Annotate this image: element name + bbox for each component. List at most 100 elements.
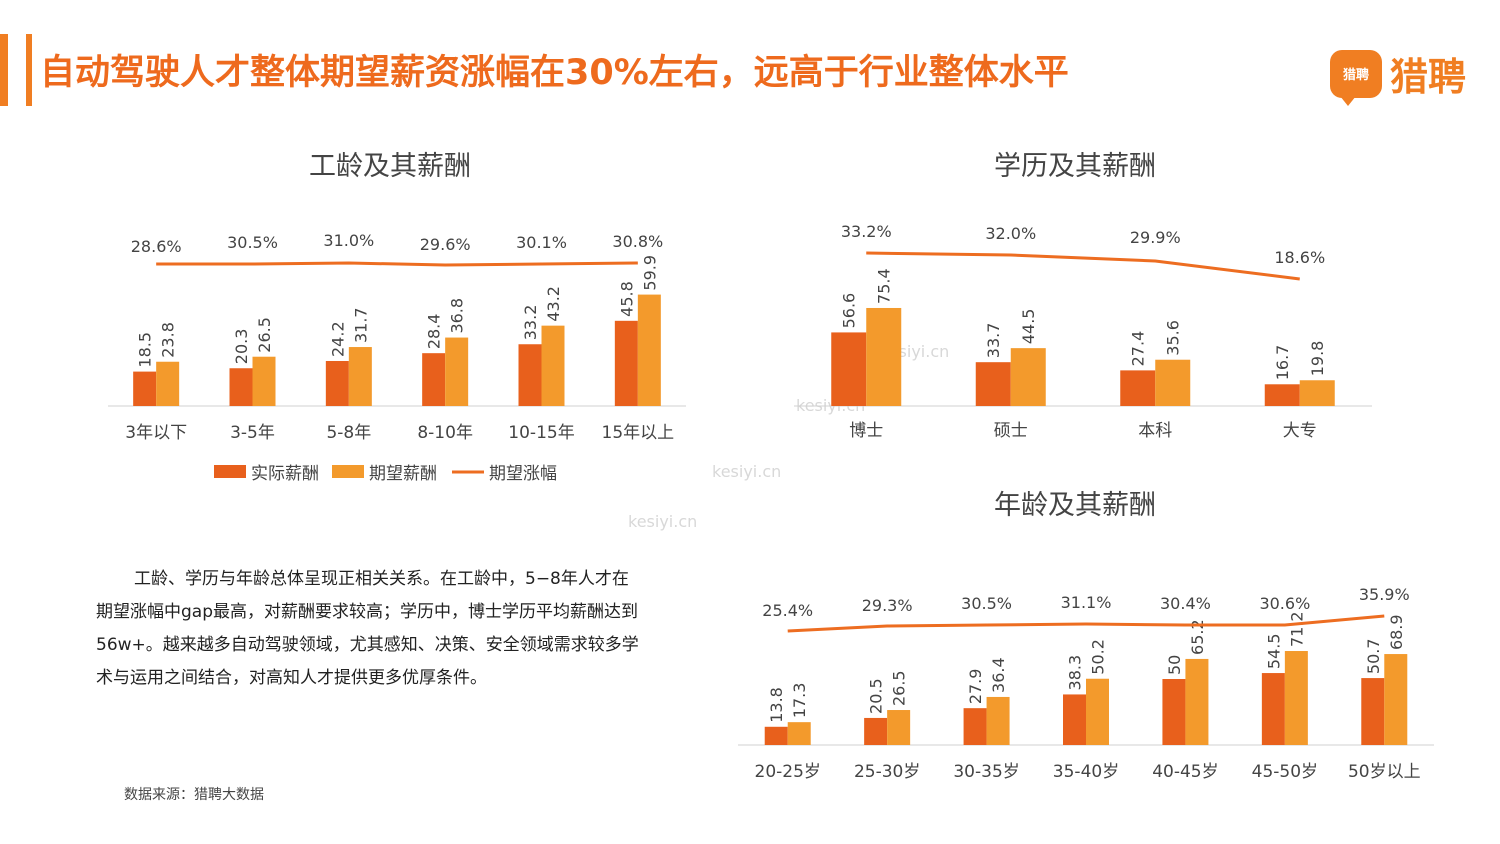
data-label: 19.8 xyxy=(1308,341,1327,377)
data-label: 33.2 xyxy=(521,305,540,341)
x-tick-label: 博士 xyxy=(849,421,883,441)
bar-expected xyxy=(866,307,902,406)
bar-expected xyxy=(637,294,661,406)
bar-actual xyxy=(864,717,888,745)
x-tick-label: 10-15年 xyxy=(508,423,574,443)
x-tick-label: 20-25岁 xyxy=(755,762,821,782)
x-tick-label: 15年以上 xyxy=(602,423,675,443)
growth-label: 30.8% xyxy=(612,232,663,251)
bar-expected xyxy=(1299,380,1335,406)
data-label: 31.7 xyxy=(351,307,370,343)
x-tick-label: 3年以下 xyxy=(125,423,187,443)
bar-actual xyxy=(1264,384,1300,406)
chart-title: 年龄及其薪酬 xyxy=(994,490,1156,521)
growth-label: 31.0% xyxy=(323,231,374,250)
data-label: 16.7 xyxy=(1273,345,1292,381)
x-tick-label: 30-35岁 xyxy=(953,762,1019,782)
bar-actual xyxy=(229,368,253,406)
logo-badge-icon: 猎聘 xyxy=(1330,49,1382,106)
title-accent-bar-secondary xyxy=(26,34,32,106)
growth-label: 25.4% xyxy=(762,601,813,620)
legend-swatch-actual xyxy=(214,465,246,478)
data-label: 44.5 xyxy=(1019,309,1038,345)
growth-line xyxy=(156,261,638,267)
data-source-note: 数据来源：猎聘大数据 xyxy=(124,787,264,803)
bar-actual xyxy=(1063,694,1086,745)
bar-actual xyxy=(1120,370,1156,406)
x-tick-label: 50岁以上 xyxy=(1348,762,1421,782)
growth-label: 33.2% xyxy=(841,222,892,241)
bar-actual xyxy=(764,726,788,745)
bar-expected xyxy=(348,347,372,406)
bar-actual xyxy=(1162,679,1186,745)
data-label: 71.2 xyxy=(1287,611,1306,647)
x-tick-label: 硕士 xyxy=(994,421,1028,441)
data-label: 20.5 xyxy=(867,678,886,714)
data-label: 65.2 xyxy=(1188,619,1207,655)
data-label: 26.5 xyxy=(890,670,909,706)
growth-label: 28.6% xyxy=(131,237,182,256)
growth-label: 30.1% xyxy=(516,233,567,252)
bar-expected xyxy=(1155,359,1191,406)
growth-label: 32.0% xyxy=(985,224,1036,243)
legend-label-actual: 实际薪酬 xyxy=(251,464,319,484)
growth-label: 30.5% xyxy=(961,594,1012,613)
watermark: kesiyi.cn xyxy=(712,462,782,481)
bar-actual xyxy=(325,360,349,406)
growth-label: 31.1% xyxy=(1061,593,1112,612)
growth-label: 29.6% xyxy=(420,235,471,254)
bar-expected xyxy=(445,337,469,406)
chart-title: 学历及其薪酬 xyxy=(994,151,1156,182)
data-label: 43.2 xyxy=(544,286,563,322)
bar-actual xyxy=(422,353,446,406)
data-label: 23.8 xyxy=(159,322,178,358)
bar-expected xyxy=(1010,348,1046,406)
legend-swatch-expected xyxy=(332,465,364,478)
liepin-logo: 猎聘 猎聘 xyxy=(1330,46,1467,106)
legend-label-growth: 期望涨幅 xyxy=(489,464,557,484)
bar-expected xyxy=(156,361,180,406)
chart-title: 工龄及其薪酬 xyxy=(309,151,471,182)
growth-label: 35.9% xyxy=(1359,585,1410,604)
bar-actual xyxy=(614,320,638,406)
data-label: 17.3 xyxy=(790,683,809,719)
bar-expected xyxy=(1086,678,1109,745)
x-tick-label: 8-10年 xyxy=(417,423,473,443)
x-tick-label: 40-45岁 xyxy=(1152,762,1218,782)
data-label: 68.9 xyxy=(1387,614,1406,650)
data-label: 18.5 xyxy=(136,332,155,368)
data-label: 33.7 xyxy=(984,323,1003,359)
x-tick-label: 本科 xyxy=(1138,421,1172,441)
data-label: 45.8 xyxy=(617,281,636,317)
bar-expected xyxy=(787,722,811,745)
data-label: 50.2 xyxy=(1089,639,1108,675)
bar-actual xyxy=(831,332,867,406)
growth-label: 30.5% xyxy=(227,233,278,252)
bar-actual xyxy=(963,708,987,745)
bar-expected xyxy=(887,710,911,745)
growth-label: 30.6% xyxy=(1259,594,1310,613)
x-tick-label: 45-50岁 xyxy=(1252,762,1318,782)
bar-expected xyxy=(1284,651,1308,745)
growth-line xyxy=(866,251,1300,281)
x-tick-label: 大专 xyxy=(1283,421,1317,441)
bar-actual xyxy=(975,362,1011,406)
x-tick-label: 35-40岁 xyxy=(1053,762,1119,782)
summary-paragraph: 工龄、学历与年龄总体呈现正相关关系。在工龄中，5−8年人才在期望涨幅中gap最高… xyxy=(96,563,644,695)
bar-actual xyxy=(1261,673,1285,745)
data-label: 50.7 xyxy=(1364,638,1383,674)
x-tick-label: 25-30岁 xyxy=(854,762,920,782)
growth-label: 29.9% xyxy=(1130,228,1181,247)
watermark: kesiyi.cn xyxy=(628,512,698,531)
data-label: 50 xyxy=(1165,655,1184,675)
logo-text: 猎聘 xyxy=(1390,55,1467,99)
title-accent-bar xyxy=(0,34,8,106)
data-label: 59.9 xyxy=(640,255,659,291)
data-label: 36.4 xyxy=(989,657,1008,693)
x-tick-label: 5-8年 xyxy=(326,423,371,443)
data-label: 36.8 xyxy=(448,298,467,334)
data-label: 20.3 xyxy=(232,329,251,365)
growth-label: 18.6% xyxy=(1274,248,1325,267)
data-label: 28.4 xyxy=(425,314,444,350)
data-label: 38.3 xyxy=(1066,655,1085,691)
